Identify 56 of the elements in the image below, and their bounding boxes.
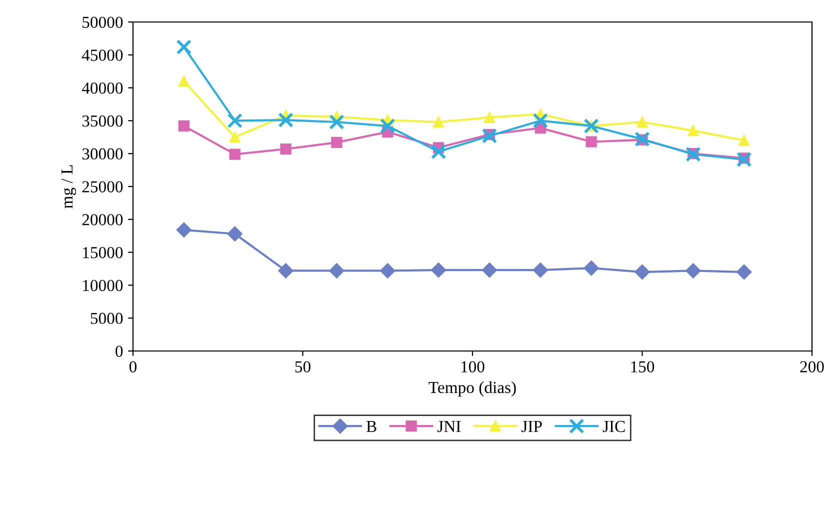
point [176,222,192,238]
point [482,128,498,144]
point [278,263,294,278]
point [686,263,701,278]
y-tick-label: 50000 [82,16,123,28]
y-axis-title: mg / L [61,165,76,208]
y-tick-label: 20000 [82,214,123,226]
point [432,116,444,128]
legend-label: B [366,421,376,432]
point [380,118,396,134]
x-tick-label: 150 [631,361,654,372]
y-tick-label: 45000 [82,50,123,61]
point [584,260,599,276]
point [227,113,242,128]
point [634,131,650,147]
x-tick-label: 100 [461,361,484,372]
y-tick-label: 0 [116,346,123,357]
point [329,263,344,278]
y-tick-label: 5000 [90,312,123,324]
point [229,148,240,160]
point [738,134,750,146]
y-tick-label: 40000 [82,82,123,94]
y-tick-label: 10000 [83,280,123,292]
point [430,144,446,160]
point [331,136,342,148]
point [176,39,192,55]
point [532,262,548,278]
point [636,116,648,128]
y-tick-label: 15000 [83,247,123,258]
point [484,112,496,123]
y-tick-label: 25000 [82,181,123,192]
point [688,125,699,136]
point [532,113,548,128]
point [280,143,292,155]
point [380,263,396,278]
x-tick-label: 0 [129,361,137,372]
x-tick-label: 50 [295,361,310,372]
y-tick-label: 30000 [82,148,123,160]
point [229,132,240,143]
point [329,114,344,130]
point [430,262,446,278]
point [227,226,242,242]
point [634,264,650,280]
legend-label: JNI [437,421,461,432]
legend-label: JIP [522,421,542,432]
point [278,112,294,128]
point [482,262,498,278]
x-tick-label: 200 [800,361,824,372]
point [178,76,190,87]
point [736,264,752,280]
point [586,136,597,148]
point [178,120,190,132]
y-tick-label: 35000 [82,115,123,127]
point [736,152,752,168]
x-axis-title: Tempo (dias) [428,381,516,397]
legend-label: JIC [602,420,625,432]
